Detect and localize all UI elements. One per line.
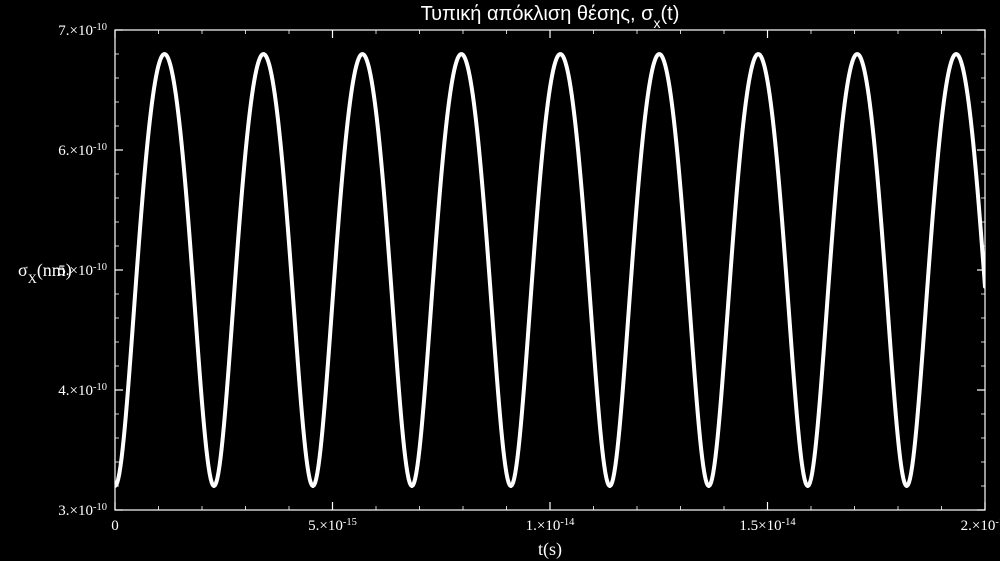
- x-tick-label: 0: [111, 518, 119, 534]
- chart-svg: 05.×10-151.×10-141.5×10-142.×10-143.×10-…: [0, 0, 1000, 561]
- x-tick-label: 2.×10-14: [961, 517, 1000, 535]
- x-axis-label: t(s): [538, 539, 562, 560]
- chart-container: 05.×10-151.×10-141.5×10-142.×10-143.×10-…: [0, 0, 1000, 561]
